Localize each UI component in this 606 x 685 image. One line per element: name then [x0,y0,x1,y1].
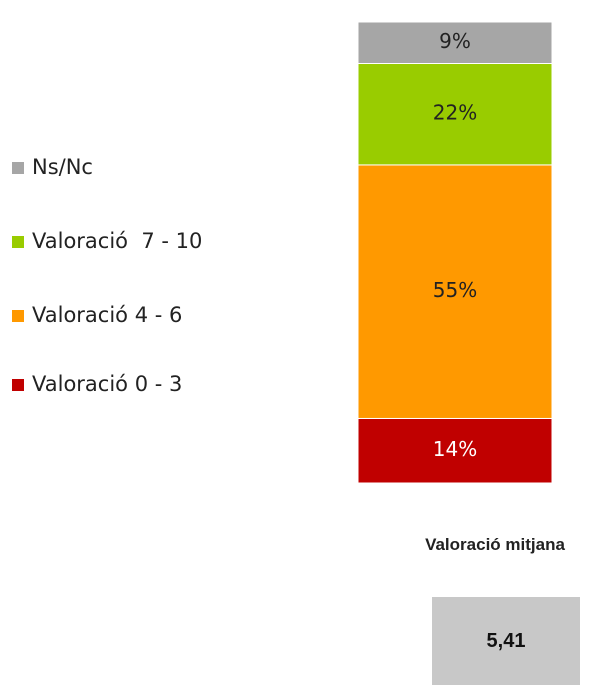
legend-label: Valoració 7 - 10 [32,229,202,253]
legend-marker [12,310,24,322]
data-label: 22% [433,101,477,125]
bar-segment [357,417,553,484]
bar-segment [357,164,553,419]
data-label: 55% [433,278,477,302]
legend-marker [12,236,24,248]
data-label: 14% [433,437,477,461]
legend-label: Valoració 4 - 6 [32,303,182,327]
legend-marker [12,162,24,174]
summary-title: Valoració mitjana [425,535,565,554]
chart: 14% 55% 22% 9% Ns/Nc Valoració 7 - 10 Valoraci… [12,21,553,484]
data-label: 9% [439,29,471,53]
summary-value: 5,41 [432,597,580,685]
legend-label: Ns/Nc [32,155,93,179]
legend-marker [12,379,24,391]
bar-segment [357,21,553,64]
legend-label: Valoració 0 - 3 [32,372,182,396]
